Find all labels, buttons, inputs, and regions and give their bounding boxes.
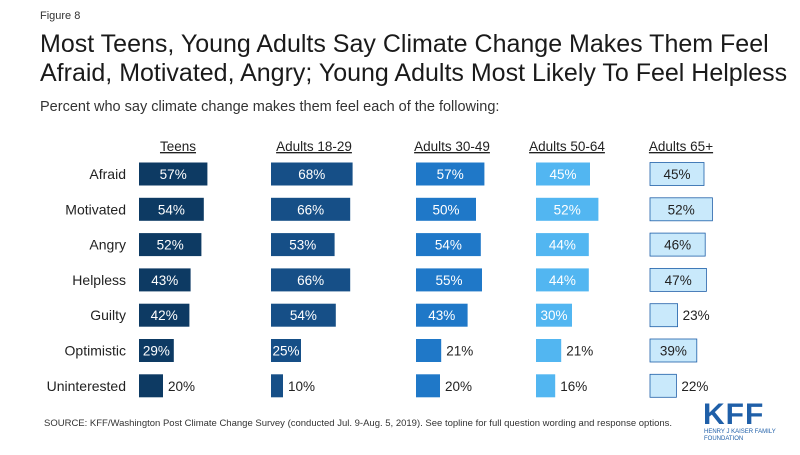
data-label-adults-50-64-uninterested: 16% [560, 379, 587, 394]
data-label-adults-65-motivated: 52% [668, 202, 695, 217]
data-label-adults-18-29-guilty: 54% [290, 308, 317, 323]
figure-label: Figure 8 [40, 10, 81, 22]
category-label-uninterested: Uninterested [47, 378, 126, 394]
data-label-teens-helpless: 43% [151, 273, 178, 288]
column-header-adults-50-64: Adults 50-64 [529, 139, 605, 154]
data-label-adults-50-64-helpless: 44% [549, 273, 576, 288]
bar-adults-18-29-guilty [271, 303, 336, 327]
data-label-adults-18-29-motivated: 66% [297, 202, 324, 217]
bar-teens-guilty [139, 303, 190, 327]
bar-adults-30-49-motivated [416, 197, 476, 221]
bar-teens-uninterested [139, 374, 163, 398]
kff-logo: KFF HENRY J KAISER FAMILY FOUNDATION [703, 400, 783, 444]
bar-adults-65-motivated [649, 197, 713, 222]
chart-subtitle: Percent who say climate change makes the… [40, 99, 500, 115]
data-label-adults-30-49-helpless: 55% [435, 273, 462, 288]
bar-adults-18-29-angry [271, 233, 335, 257]
category-label-angry: Angry [89, 237, 126, 253]
data-label-teens-angry: 52% [157, 238, 184, 253]
bar-adults-18-29-uninterested [271, 374, 283, 398]
bar-teens-afraid [139, 162, 208, 186]
bar-adults-50-64-helpless [536, 268, 589, 292]
category-label-optimistic: Optimistic [65, 343, 126, 359]
bar-adults-30-49-guilty [416, 303, 468, 327]
bar-adults-30-49-angry [416, 233, 481, 257]
data-label-adults-30-49-motivated: 50% [432, 202, 459, 217]
data-label-adults-50-64-motivated: 52% [554, 202, 581, 217]
bar-teens-motivated [139, 197, 204, 221]
column-header-teens: Teens [160, 139, 196, 154]
data-label-teens-afraid: 57% [160, 167, 187, 182]
bar-adults-30-49-afraid [416, 162, 485, 186]
data-label-adults-18-29-helpless: 66% [297, 273, 324, 288]
data-label-adults-30-49-uninterested: 20% [445, 379, 472, 394]
bar-adults-65-helpless [649, 267, 707, 292]
bar-adults-30-49-helpless [416, 268, 482, 292]
data-label-teens-uninterested: 20% [168, 379, 195, 394]
bar-adults-18-29-helpless [271, 268, 351, 292]
data-label-adults-30-49-guilty: 43% [428, 308, 455, 323]
logo-wordmark: KFF [703, 398, 765, 431]
category-label-guilty: Guilty [90, 307, 126, 323]
data-label-adults-50-64-afraid: 45% [549, 167, 576, 182]
bar-adults-65-guilty [649, 303, 679, 328]
bar-adults-65-afraid [649, 162, 705, 186]
column-header-adults-30-49: Adults 30-49 [414, 139, 490, 154]
data-label-adults-18-29-uninterested: 10% [288, 379, 315, 394]
category-label-afraid: Afraid [89, 166, 126, 182]
data-label-teens-motivated: 54% [158, 202, 185, 217]
bar-adults-65-optimistic [649, 338, 698, 363]
bar-adults-65-uninterested [649, 373, 677, 398]
data-label-adults-30-49-optimistic: 21% [446, 344, 473, 359]
bar-adults-50-64-guilty [536, 303, 572, 327]
data-label-adults-30-49-angry: 54% [435, 238, 462, 253]
bar-adults-30-49-uninterested [416, 374, 440, 398]
data-label-adults-65-afraid: 45% [663, 167, 690, 182]
column-header-adults-65: Adults 65+ [649, 139, 713, 154]
bar-adults-30-49-optimistic [416, 339, 442, 362]
bar-teens-helpless [139, 268, 191, 292]
data-label-adults-65-helpless: 47% [665, 273, 692, 288]
source-note: SOURCE: KFF/Washington Post Climate Chan… [44, 418, 673, 429]
chart-title: Most Teens, Young Adults Say Climate Cha… [40, 30, 788, 87]
data-label-adults-50-64-guilty: 30% [540, 308, 567, 323]
bar-teens-angry [139, 233, 202, 257]
bar-adults-50-64-uninterested [536, 374, 556, 398]
data-label-adults-65-uninterested: 22% [681, 379, 708, 394]
data-label-adults-18-29-optimistic: 25% [272, 344, 299, 359]
data-label-teens-guilty: 42% [151, 308, 178, 323]
bar-adults-18-29-afraid [271, 162, 353, 186]
data-label-adults-18-29-angry: 53% [289, 238, 316, 253]
data-label-teens-optimistic: 29% [143, 344, 170, 359]
bar-adults-50-64-angry [536, 233, 589, 257]
data-label-adults-65-angry: 46% [664, 238, 691, 253]
data-label-adults-50-64-angry: 44% [549, 238, 576, 253]
bar-teens-optimistic [139, 339, 174, 362]
data-label-adults-65-optimistic: 39% [660, 344, 687, 359]
data-label-adults-18-29-afraid: 68% [298, 167, 325, 182]
bar-adults-50-64-motivated [536, 197, 599, 221]
bar-adults-18-29-motivated [271, 197, 351, 221]
bar-adults-65-angry [649, 232, 706, 257]
category-label-motivated: Motivated [65, 201, 126, 217]
data-label-adults-65-guilty: 23% [683, 308, 710, 323]
data-label-adults-50-64-optimistic: 21% [566, 344, 593, 359]
column-header-adults-18-29: Adults 18-29 [276, 139, 352, 154]
bar-adults-50-64-optimistic [536, 339, 562, 362]
bar-adults-50-64-afraid [536, 162, 590, 186]
logo-subtitle: HENRY J KAISER FAMILY FOUNDATION [704, 429, 776, 442]
category-label-helpless: Helpless [72, 272, 126, 288]
bar-adults-18-29-optimistic [271, 339, 301, 362]
data-label-adults-30-49-afraid: 57% [437, 167, 464, 182]
